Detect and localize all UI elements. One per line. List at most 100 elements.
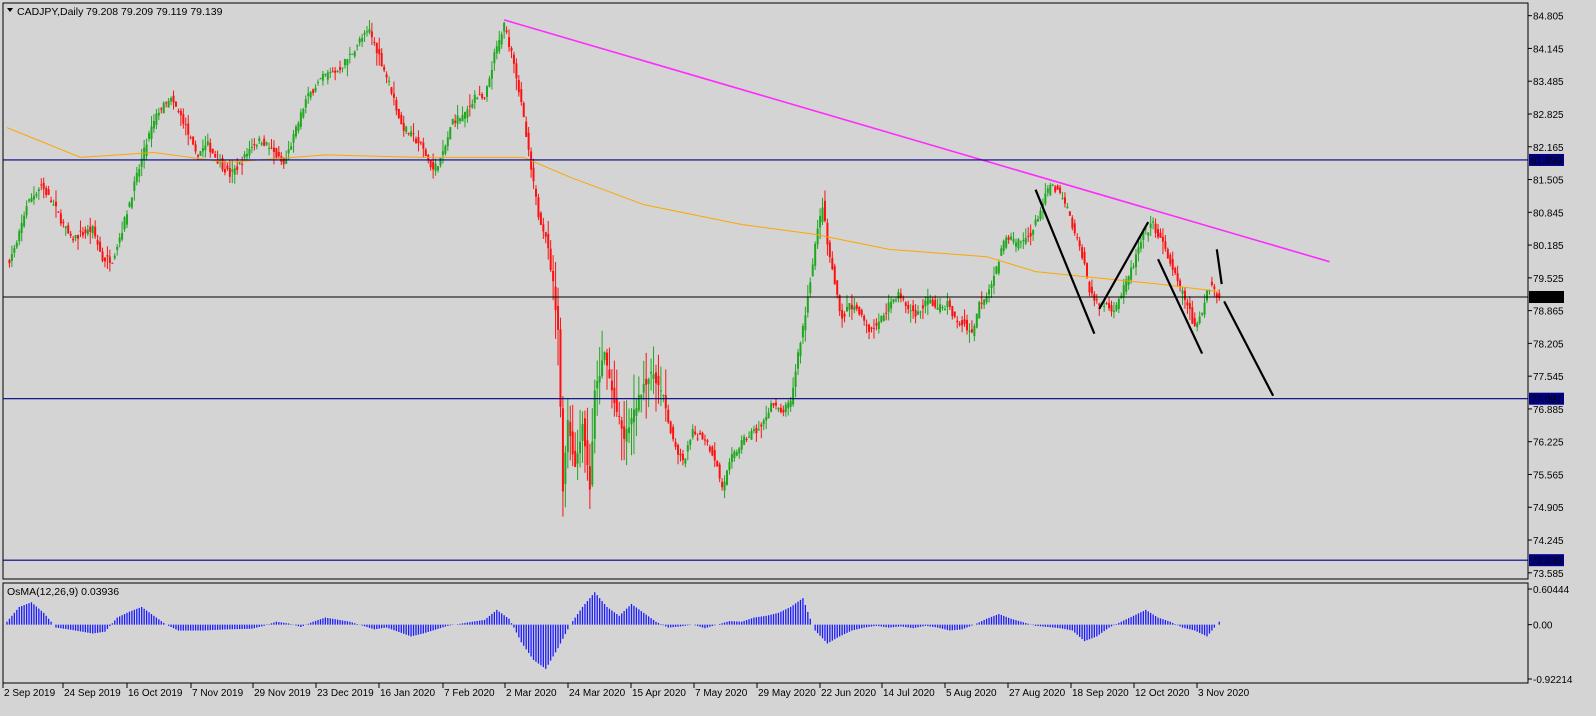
candle-body: [858, 306, 861, 315]
candle-body: [919, 311, 922, 313]
candle: [909, 304, 912, 323]
price-tick-label: 74.905: [1533, 503, 1564, 514]
candle-body: [684, 458, 687, 464]
candle: [1063, 192, 1066, 208]
candle-body: [223, 169, 226, 173]
candle: [948, 297, 951, 310]
candle: [15, 240, 18, 249]
candle: [574, 432, 577, 468]
candle: [821, 197, 824, 226]
symbol-dropdown-icon[interactable]: [7, 8, 13, 12]
candle: [1134, 249, 1137, 276]
candle-body: [366, 31, 369, 33]
candle: [424, 147, 427, 157]
candle: [81, 227, 84, 239]
projection-segment: [1098, 221, 1150, 310]
candle-body: [96, 240, 99, 245]
candle-body: [554, 286, 557, 311]
price-tick-label: 82.825: [1533, 110, 1564, 121]
candle: [1076, 233, 1079, 241]
time-tick-label: 16 Jan 2020: [380, 688, 435, 699]
candle: [177, 108, 180, 114]
candle: [50, 196, 53, 203]
candle-body: [417, 137, 420, 144]
candle-body: [170, 97, 173, 102]
candle: [209, 138, 212, 158]
candle: [628, 408, 631, 444]
candle: [718, 462, 721, 483]
candle-body: [1174, 268, 1177, 273]
candle-body: [246, 153, 249, 157]
candle-body: [439, 157, 442, 166]
candle: [400, 111, 403, 125]
candle-body: [819, 215, 822, 228]
candle: [160, 106, 163, 114]
candle: [135, 166, 138, 186]
candle-body: [432, 161, 435, 170]
candle: [958, 320, 961, 327]
candle: [370, 22, 373, 46]
candle-body: [32, 195, 35, 200]
candle: [468, 94, 471, 117]
candle-body: [880, 316, 883, 322]
candle-body: [539, 212, 542, 225]
candle: [228, 159, 231, 183]
candle: [184, 117, 187, 136]
candle: [983, 298, 986, 309]
candle: [583, 410, 586, 473]
candle: [1039, 207, 1042, 221]
candle: [620, 416, 623, 461]
candle: [1108, 296, 1111, 312]
candle-body: [233, 168, 236, 175]
candle: [446, 131, 449, 151]
candle: [772, 402, 775, 408]
candle: [657, 354, 660, 404]
candle: [647, 377, 650, 408]
candle: [346, 58, 349, 77]
candle: [664, 369, 667, 422]
candle: [493, 48, 496, 71]
candle: [726, 469, 729, 486]
candle-body: [123, 217, 126, 230]
candle-body: [108, 256, 111, 263]
candle: [723, 475, 726, 499]
candle-body: [843, 313, 846, 317]
candle: [1022, 232, 1025, 249]
candle-body: [1166, 249, 1169, 259]
time-tick-label: 18 Sep 2020: [1072, 688, 1129, 699]
candle: [875, 318, 878, 331]
candle-body: [505, 30, 508, 33]
candle-body: [483, 97, 486, 99]
candle-body: [645, 378, 648, 385]
candle-body: [64, 226, 67, 229]
candle: [823, 190, 826, 223]
candle-body: [351, 53, 354, 55]
candle-body: [446, 137, 449, 147]
candle: [547, 220, 550, 260]
candle-body: [606, 352, 609, 366]
candle: [728, 458, 731, 475]
candle-body: [243, 154, 246, 158]
candle: [755, 424, 758, 442]
candle: [855, 302, 858, 312]
candle-body: [84, 229, 87, 234]
time-tick-label: 7 Feb 2020: [444, 688, 495, 699]
candle: [650, 358, 653, 391]
candle: [69, 230, 72, 238]
candle-body: [383, 66, 386, 71]
candle: [1215, 291, 1218, 304]
price-tick-label: 78.865: [1533, 307, 1564, 318]
candle: [992, 266, 995, 295]
candle: [214, 150, 217, 158]
candle-body: [743, 436, 746, 445]
candle-body: [121, 232, 124, 240]
candle: [473, 90, 476, 110]
candle: [841, 303, 844, 328]
candle-body: [532, 167, 535, 182]
time-tick-label: 29 Nov 2019: [254, 688, 311, 699]
candle: [615, 369, 618, 417]
candle-body: [1159, 232, 1162, 238]
candle-body: [561, 408, 564, 492]
candle-body: [635, 408, 638, 416]
